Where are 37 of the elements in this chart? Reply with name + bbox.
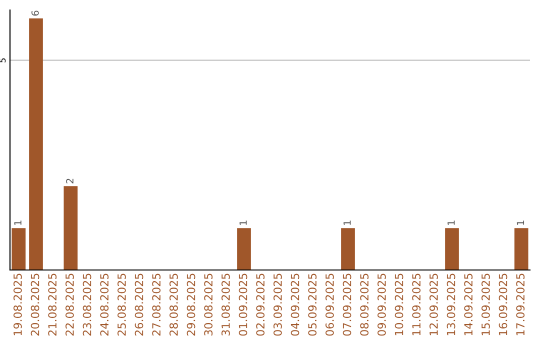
x-tick-label: 14.09.2025 [464,274,473,336]
x-tick-label: 01.09.2025 [238,274,248,336]
x-tick-label: 27.08.2025 [152,274,161,336]
x-tick-label: 19.08.2025 [13,274,22,336]
x-tick-label: 13.09.2025 [446,274,456,336]
x-tick-label: 03.09.2025 [273,274,282,336]
data-label: 6 [31,10,39,16]
x-tick-label: 26.08.2025 [134,274,144,336]
x-tick-label: 25.08.2025 [117,274,126,336]
x-tick-label: 07.09.2025 [342,274,352,336]
x-tick-label: 06.09.2025 [325,274,334,336]
data-label: 1 [516,220,524,225]
x-tick-label: 02.09.2025 [256,274,265,336]
x-tick-label: 05.09.2025 [308,274,317,336]
x-tick-label: 21.08.2025 [48,274,57,336]
x-tick-label: 04.09.2025 [290,274,300,336]
data-label: 1 [14,220,22,225]
x-tick-label: 08.09.2025 [360,274,369,336]
x-tick-label: 30.08.2025 [204,274,213,336]
x-tick-label: 29.08.2025 [186,274,196,336]
x-tick-label: 31.08.2025 [221,274,230,336]
x-tick-label: 24.08.2025 [100,274,109,336]
x-tick-label: 15.09.2025 [481,274,490,336]
x-tick-label: 28.08.2025 [169,274,178,336]
data-label: 1 [448,220,455,225]
data-label: 1 [344,220,351,225]
x-tick-label: 23.08.2025 [82,274,92,336]
x-tick-label: 22.08.2025 [65,274,74,336]
x-tick-label: 17.09.2025 [516,274,525,336]
x-tick-label: 20.08.2025 [30,274,40,336]
data-label: 2 [66,178,74,184]
data-label: 1 [240,220,247,225]
x-tick-label: 09.09.2025 [377,274,386,336]
x-tick-label: 12.09.2025 [429,274,438,336]
x-tick-label: 10.09.2025 [394,274,404,336]
x-tick-label: 16.09.2025 [498,274,508,336]
x-tick-label: 11.09.2025 [412,274,421,336]
